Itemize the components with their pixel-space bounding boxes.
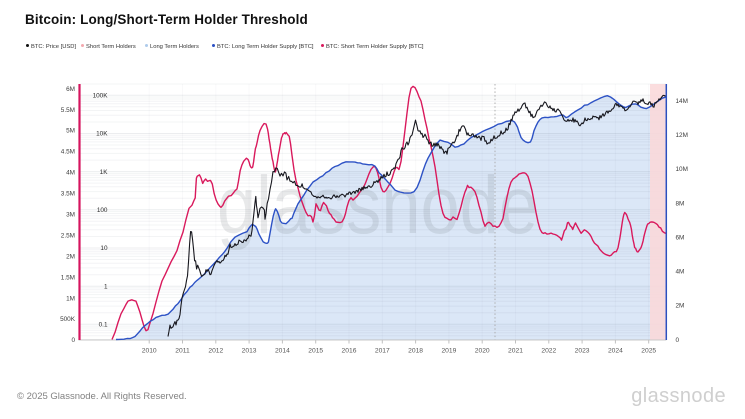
svg-text:2016: 2016 xyxy=(342,348,357,355)
svg-text:2022: 2022 xyxy=(541,348,556,355)
svg-text:2019: 2019 xyxy=(441,348,456,355)
svg-text:6M: 6M xyxy=(676,235,685,242)
svg-text:2.5M: 2.5M xyxy=(61,232,75,239)
svg-text:2012: 2012 xyxy=(208,348,223,355)
svg-text:1.5M: 1.5M xyxy=(61,274,75,281)
svg-text:2017: 2017 xyxy=(375,348,390,355)
svg-text:4.5M: 4.5M xyxy=(61,149,75,156)
svg-text:12M: 12M xyxy=(676,132,688,139)
svg-text:1: 1 xyxy=(104,283,108,290)
svg-text:2M: 2M xyxy=(66,253,75,260)
svg-text:10M: 10M xyxy=(676,166,688,173)
svg-text:10: 10 xyxy=(100,245,108,252)
svg-text:8M: 8M xyxy=(676,200,685,207)
svg-text:14M: 14M xyxy=(676,98,688,105)
svg-text:glassnode: glassnode xyxy=(217,160,538,251)
svg-text:2010: 2010 xyxy=(142,348,157,355)
svg-text:2013: 2013 xyxy=(242,348,257,355)
svg-text:0: 0 xyxy=(71,337,75,344)
svg-text:2015: 2015 xyxy=(308,348,323,355)
svg-text:2021: 2021 xyxy=(508,348,523,355)
svg-text:100: 100 xyxy=(97,207,108,214)
svg-text:2018: 2018 xyxy=(408,348,423,355)
svg-text:6M: 6M xyxy=(66,86,75,93)
svg-text:2024: 2024 xyxy=(608,348,623,355)
svg-text:2020: 2020 xyxy=(475,348,490,355)
svg-text:10K: 10K xyxy=(96,131,108,138)
svg-text:5M: 5M xyxy=(66,128,75,135)
svg-text:4M: 4M xyxy=(676,269,685,276)
svg-text:0: 0 xyxy=(676,337,680,344)
svg-text:4M: 4M xyxy=(66,170,75,177)
svg-text:2023: 2023 xyxy=(575,348,590,355)
svg-text:2025: 2025 xyxy=(641,348,656,355)
svg-text:100K: 100K xyxy=(93,93,109,100)
svg-text:2M: 2M xyxy=(676,303,685,310)
svg-text:1M: 1M xyxy=(66,295,75,302)
svg-text:1K: 1K xyxy=(100,169,109,176)
svg-text:500K: 500K xyxy=(60,316,76,323)
svg-text:3.5M: 3.5M xyxy=(61,191,75,198)
svg-text:3M: 3M xyxy=(66,212,75,219)
svg-text:2014: 2014 xyxy=(275,348,290,355)
svg-text:0.1: 0.1 xyxy=(99,322,108,329)
svg-text:5.5M: 5.5M xyxy=(61,107,75,114)
svg-text:2011: 2011 xyxy=(175,348,190,355)
